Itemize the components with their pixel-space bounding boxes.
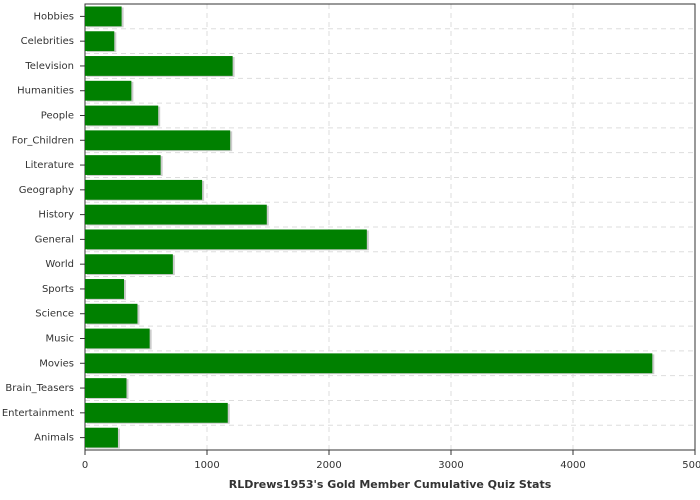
bar xyxy=(85,155,161,175)
bar xyxy=(85,353,653,374)
bar xyxy=(85,31,115,52)
bar xyxy=(85,328,150,349)
bar xyxy=(85,303,138,324)
x-tick-label: 5000 xyxy=(682,460,700,471)
y-tick-label: Hobbies xyxy=(34,11,74,22)
bar xyxy=(85,130,231,151)
y-tick-label: Humanities xyxy=(17,86,74,97)
y-tick-label: Animals xyxy=(34,433,74,444)
x-axis-label: RLDrews1953's Gold Member Cumulative Qui… xyxy=(229,478,552,491)
y-tick-label: Science xyxy=(35,309,74,320)
y-tick-label: Television xyxy=(24,61,74,72)
y-tick-label: Geography xyxy=(19,185,74,196)
y-tick-label: Movies xyxy=(39,358,74,369)
y-tick-label: History xyxy=(38,210,74,221)
y-tick-label: Music xyxy=(46,334,74,345)
x-tick-label: 4000 xyxy=(560,460,585,471)
bar xyxy=(85,6,122,27)
y-tick-label: Entertainment xyxy=(2,408,74,419)
y-tick-label: People xyxy=(41,111,74,122)
plot-frame xyxy=(84,3,696,451)
bar xyxy=(85,402,228,423)
x-tick-label: 0 xyxy=(82,460,88,471)
bar xyxy=(85,427,118,448)
y-tick-label: Celebrities xyxy=(21,36,74,47)
y-tick-label: Brain_Teasers xyxy=(5,383,74,394)
bar xyxy=(85,179,203,200)
bar xyxy=(85,378,127,398)
bar xyxy=(85,204,267,225)
y-tick-label: For_Children xyxy=(12,135,74,146)
bar xyxy=(85,279,125,299)
y-tick-label: General xyxy=(35,234,74,245)
y-tick-label: World xyxy=(45,259,74,270)
bar xyxy=(85,80,132,101)
bar xyxy=(85,105,159,126)
bar xyxy=(85,254,173,275)
y-tick-label: Sports xyxy=(42,284,74,295)
x-tick-label: 3000 xyxy=(438,460,463,471)
bar xyxy=(85,56,233,76)
y-tick-label: Literature xyxy=(25,160,74,171)
bar xyxy=(85,229,367,250)
x-tick-label: 1000 xyxy=(194,460,219,471)
x-tick-label: 2000 xyxy=(316,460,341,471)
